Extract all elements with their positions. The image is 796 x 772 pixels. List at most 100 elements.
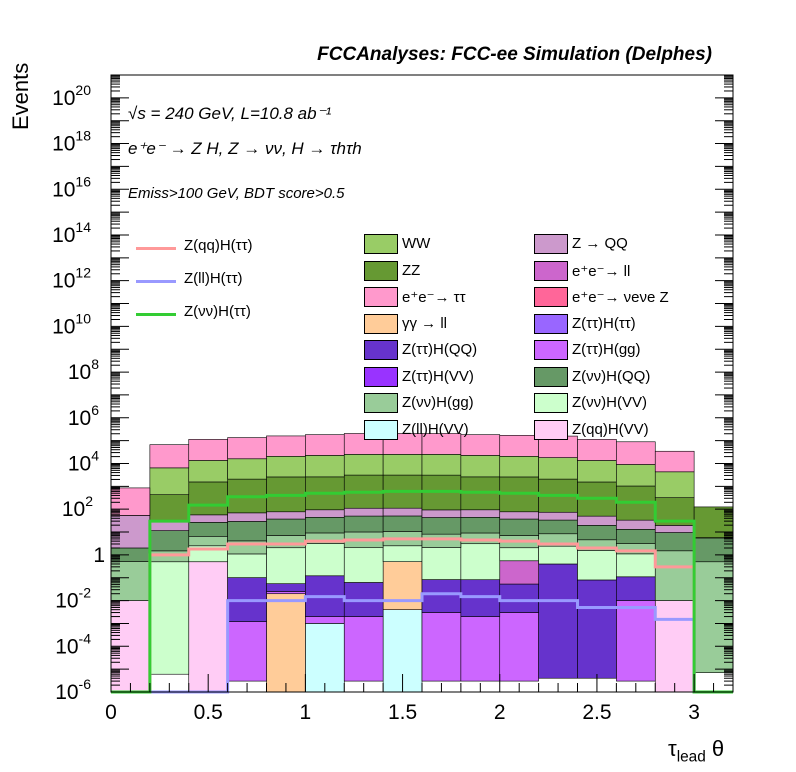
hist-bar-4-13 <box>616 576 656 601</box>
legend-line-swatch <box>136 280 176 283</box>
x-tick-label: 0 <box>105 701 117 724</box>
hist-bar-4-9 <box>460 579 501 617</box>
hist-bar-12-0 <box>110 487 151 516</box>
hist-bar-12-14 <box>654 450 695 473</box>
hist-bar-9-13 <box>616 519 656 530</box>
x-tick-label: 1 <box>300 701 312 724</box>
x-tick-label: 2.5 <box>582 701 611 724</box>
hist-bar-6-3 <box>227 553 267 578</box>
legend-box-swatch <box>364 287 398 307</box>
y-tick-label: 102 <box>62 493 93 521</box>
legend-box-swatch <box>534 419 568 440</box>
hist-bar-4-4 <box>266 583 306 592</box>
hist-bar-12-5 <box>305 434 345 456</box>
hist-bar-9-8 <box>421 509 462 518</box>
hist-bar-12-4 <box>266 435 306 457</box>
hist-bar-6-7 <box>382 545 423 562</box>
x-tick-label: 1.5 <box>388 701 417 724</box>
hist-bar-9-3 <box>227 512 267 522</box>
hist-bar-9-12 <box>577 515 617 526</box>
legend-box-label: e⁺e⁻→ ττ <box>402 289 466 306</box>
x-tick-label: 0.5 <box>194 701 223 724</box>
y-tick-label: 108 <box>68 356 99 384</box>
hist-bar-12-1 <box>149 444 190 469</box>
legend-box-label: Z(ττ)H(QQ) <box>402 341 478 358</box>
annotation-cuts: Emiss>100 GeV, BDT score>0.5 <box>128 185 345 202</box>
legend-box-swatch <box>364 234 398 254</box>
legend-box-label: Z(νν)H(QQ) <box>572 367 651 385</box>
legend-box-swatch <box>364 366 398 387</box>
hist-bar-1-5 <box>305 623 345 693</box>
legend-box-swatch <box>534 313 568 334</box>
hist-bar-8-8 <box>421 517 462 535</box>
legend-box-label: γγ → ll <box>402 314 447 332</box>
hist-bar-11-10 <box>499 456 539 478</box>
hist-bar-3-6 <box>343 616 384 682</box>
hist-bar-3-4 <box>266 591 306 595</box>
legend-box-label: Z(ττ)H(gg) <box>572 341 641 358</box>
legend-box-swatch <box>534 260 568 281</box>
hist-bar-4-8 <box>421 579 462 613</box>
legend-box-swatch <box>534 393 568 413</box>
legend-box-swatch <box>534 340 568 360</box>
hist-bar-3-9 <box>460 616 501 682</box>
hist-bar-9-4 <box>266 511 306 520</box>
hist-bar-8-10 <box>499 518 539 536</box>
hist-bar-9-5 <box>305 509 345 518</box>
hist-bar-7-8 <box>421 533 462 548</box>
hist-bar-8-6 <box>343 515 384 533</box>
annotation-process: e⁺e⁻ → Z H, Z → νν, H → τhτh <box>128 139 362 158</box>
legend-box-swatch <box>364 393 398 413</box>
hist-bar-11-6 <box>343 454 384 476</box>
hist-bar-11-4 <box>266 456 306 478</box>
hist-bar-9-7 <box>382 507 423 517</box>
hist-bar-3-13 <box>616 600 656 682</box>
hist-bar-8-3 <box>227 521 267 542</box>
signal-line-2 <box>111 489 733 694</box>
y-tick-label: 106 <box>68 402 99 430</box>
legend-box-swatch <box>534 287 568 307</box>
x-axis-label: τlead θ <box>668 736 725 766</box>
hist-bar-3-10 <box>499 612 539 682</box>
hist-bar-11-12 <box>577 460 617 483</box>
hist-bar-8-2 <box>188 522 228 537</box>
x-tick-label: 3 <box>688 701 700 724</box>
hist-bar-8-4 <box>266 518 306 536</box>
hist-bar-9-10 <box>499 511 539 520</box>
hist-bar-8-5 <box>305 517 345 534</box>
hist-bar-8-14 <box>654 532 695 552</box>
hist-bar-10-2 <box>188 481 228 516</box>
legend-box-label: Z(νν)H(VV) <box>572 394 647 411</box>
hist-bar-6-9 <box>460 543 501 581</box>
legend-box-label: e⁺e⁻→ νeνe Z <box>572 289 669 306</box>
hist-bar-12-13 <box>616 441 656 465</box>
hist-bar-8-9 <box>460 517 501 534</box>
legend-box-label: ZZ <box>402 261 421 279</box>
hist-bar-12-2 <box>188 439 228 461</box>
legend-box-label: WW <box>402 235 431 252</box>
legend-box-label: e⁺e⁻→ ll <box>572 262 631 280</box>
y-tick-label: 10-2 <box>55 585 91 613</box>
hist-bar-12-10 <box>499 435 539 457</box>
legend-box-label: Z(ll)H(VV) <box>402 420 469 438</box>
hist-bar-8-13 <box>616 529 656 544</box>
hist-bar-6-1 <box>149 561 190 675</box>
chart-title: FCCAnalyses: FCC-ee Simulation (Delphes) <box>317 44 712 65</box>
legend-box-swatch <box>364 313 398 334</box>
hist-bar-11-2 <box>188 460 228 483</box>
hist-bar-6-10 <box>499 547 539 562</box>
legend-box-label: Z(ττ)H(VV) <box>402 367 474 385</box>
hist-bar-8-11 <box>538 519 578 535</box>
y-axis-label: Events <box>8 62 33 130</box>
legend-line-swatch <box>136 313 176 316</box>
legend-box-label: Z(νν)H(gg) <box>402 394 474 411</box>
hist-bar-0-14 <box>654 600 695 693</box>
hist-bar-2-7 <box>382 561 423 610</box>
hist-bar-11-7 <box>382 454 423 476</box>
legend-box-swatch <box>534 366 568 387</box>
hist-bar-3-3 <box>227 621 267 682</box>
y-tick-label: 1014 <box>52 219 91 247</box>
hist-bar-6-11 <box>538 545 578 565</box>
